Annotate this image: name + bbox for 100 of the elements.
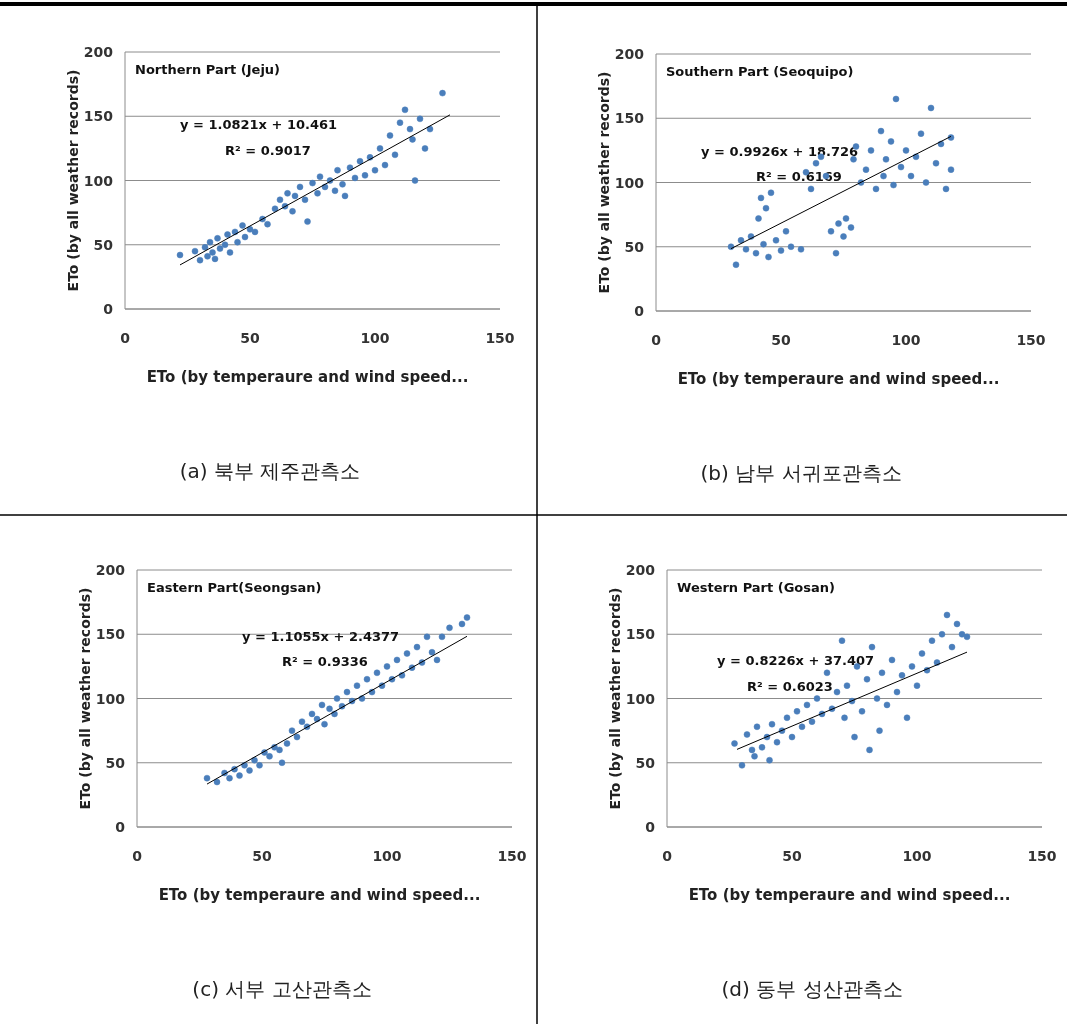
- point: [246, 767, 253, 774]
- x-tick-label: 100: [372, 848, 402, 864]
- point: [917, 130, 925, 137]
- point: [421, 145, 429, 152]
- point: [767, 189, 775, 197]
- point: [428, 648, 436, 656]
- point: [932, 159, 940, 167]
- y-tick-label: 100: [83, 172, 114, 189]
- point: [406, 125, 414, 133]
- point: [938, 631, 946, 638]
- point: [843, 682, 851, 689]
- point: [353, 682, 361, 689]
- point: [381, 161, 389, 169]
- point: [383, 663, 391, 670]
- point: [827, 228, 835, 235]
- point: [341, 192, 349, 200]
- point: [877, 127, 885, 135]
- point: [898, 672, 906, 679]
- point: [738, 762, 746, 769]
- point: [331, 187, 339, 195]
- y-tick-label: 100: [95, 690, 126, 707]
- point: [835, 220, 842, 227]
- point: [293, 733, 301, 741]
- point: [321, 720, 328, 728]
- point: [772, 237, 780, 244]
- point: [439, 89, 446, 97]
- point: [840, 233, 847, 240]
- point: [890, 181, 897, 189]
- point: [289, 208, 296, 215]
- x-tick-label: 50: [771, 332, 791, 348]
- y-axis-title: ETo (by all weather records): [65, 69, 81, 292]
- point: [283, 740, 291, 747]
- point: [833, 688, 841, 696]
- annotation: R² = 0.6169: [756, 169, 842, 185]
- y-tick-label: 50: [93, 236, 114, 253]
- point: [276, 746, 283, 754]
- x-axis-title: ETo (by temperaure and wind speed...: [146, 368, 469, 386]
- point: [266, 753, 273, 760]
- y-tick-label: 150: [83, 108, 114, 125]
- point: [358, 695, 366, 702]
- point: [304, 218, 311, 225]
- point: [376, 145, 384, 152]
- annotation: y = 1.1055x + 2.4377: [242, 628, 400, 644]
- x-tick-label: 0: [662, 848, 673, 864]
- point: [241, 233, 249, 241]
- point: [762, 204, 770, 212]
- point: [963, 633, 971, 641]
- point: [953, 620, 961, 628]
- text: (d) 동부 성산관측소: [721, 977, 903, 1001]
- point: [862, 166, 870, 173]
- point: [361, 172, 369, 179]
- point: [356, 157, 364, 165]
- point: [902, 147, 910, 154]
- point: [753, 723, 761, 731]
- point: [888, 656, 896, 664]
- point: [823, 669, 831, 677]
- point: [278, 759, 286, 766]
- y-tick-label: 50: [105, 754, 126, 771]
- text: (a) 북부 제주관측소: [179, 459, 361, 483]
- point: [291, 192, 299, 200]
- y-tick-label: 0: [103, 301, 114, 317]
- x-tick-label: 50: [252, 848, 272, 864]
- y-tick-label: 200: [95, 562, 126, 578]
- y-axis-title: ETo (by all weather records): [607, 587, 623, 810]
- y-axis-title: ETo (by all weather records): [596, 71, 612, 294]
- point: [201, 244, 209, 251]
- point: [226, 774, 233, 782]
- point: [777, 247, 785, 254]
- point: [751, 753, 758, 760]
- annotation: R² = 0.6023: [747, 678, 833, 694]
- y-tick-label: 0: [634, 303, 645, 319]
- point: [892, 95, 900, 103]
- text: (b) 남부 서귀포관측소: [700, 461, 902, 485]
- point: [308, 710, 316, 718]
- point: [423, 633, 431, 641]
- point: [812, 159, 820, 167]
- point: [211, 255, 219, 263]
- point: [206, 238, 214, 246]
- point: [787, 243, 795, 250]
- point: [858, 708, 866, 715]
- point: [373, 669, 381, 677]
- point: [196, 256, 204, 264]
- y-tick-label: 150: [95, 626, 126, 643]
- point: [391, 151, 399, 159]
- point: [204, 253, 211, 260]
- point: [880, 172, 887, 180]
- y-tick-label: 200: [614, 46, 645, 62]
- point: [893, 688, 901, 696]
- y-tick-label: 50: [635, 754, 656, 771]
- point: [748, 746, 756, 754]
- point: [948, 643, 956, 651]
- point: [797, 246, 805, 253]
- point: [256, 762, 263, 769]
- point: [333, 695, 341, 702]
- x-tick-label: 100: [891, 332, 921, 348]
- point: [401, 106, 409, 114]
- point: [213, 778, 221, 786]
- point: [413, 643, 421, 651]
- point: [411, 177, 419, 184]
- x-tick-label: 150: [1027, 848, 1057, 864]
